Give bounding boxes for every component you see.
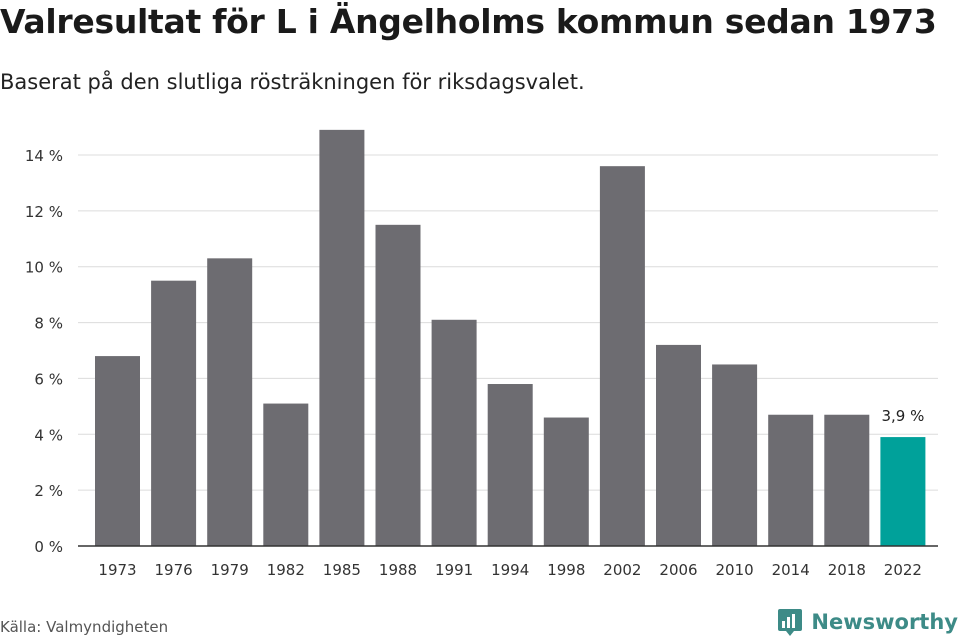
brand-name: Newsworthy — [811, 610, 958, 634]
x-tick-label: 1976 — [155, 561, 193, 579]
bar — [599, 166, 645, 546]
bar — [263, 403, 309, 546]
data-label: 3,9 % — [881, 407, 924, 425]
chart-subtitle: Baserat på den slutliga rösträkningen fö… — [0, 70, 585, 94]
bar — [712, 364, 758, 546]
bar — [656, 344, 701, 546]
y-tick-label: 0 % — [34, 538, 63, 556]
x-tick-label: 2006 — [659, 561, 697, 579]
x-tick-label: 2018 — [828, 561, 866, 579]
x-tick-label: 1982 — [267, 561, 305, 579]
y-tick-label: 4 % — [34, 426, 63, 444]
newsworthy-logo-icon — [778, 609, 803, 636]
x-tick-label: 1988 — [379, 561, 417, 579]
x-tick-label: 2014 — [772, 561, 810, 579]
y-tick-label: 14 % — [25, 147, 63, 165]
y-tick-label: 2 % — [34, 482, 63, 500]
x-tick-label: 2010 — [716, 561, 754, 579]
x-tick-label: 1979 — [211, 561, 249, 579]
x-tick-label: 1991 — [435, 561, 473, 579]
brand-logo: Newsworthy — [777, 608, 958, 636]
chart-title: Valresultat för L i Ängelholms kommun se… — [0, 2, 937, 41]
x-tick-label: 1973 — [98, 561, 136, 579]
bar-chart: 0 % 2 % 4 % 6 % 8 % 10 % 12 % 14 % 1973 1976 1979 1… — [25, 129, 938, 579]
y-tick-label: 10 % — [25, 259, 63, 277]
bar — [319, 129, 365, 546]
x-tick-label: 1985 — [323, 561, 361, 579]
x-tick-label: 2002 — [603, 561, 641, 579]
x-tick-label: 1998 — [547, 561, 585, 579]
bar — [487, 384, 533, 546]
bar — [151, 280, 197, 546]
bar — [768, 414, 814, 546]
bar — [543, 417, 589, 546]
bar — [880, 437, 926, 546]
source-note: Källa: Valmyndigheten — [0, 618, 169, 636]
y-tick-label: 12 % — [25, 203, 63, 221]
y-tick-label: 6 % — [34, 370, 63, 388]
bar — [207, 258, 253, 546]
bar — [95, 356, 140, 546]
x-tick-label: 2022 — [884, 561, 922, 579]
y-tick-label: 8 % — [34, 315, 63, 333]
bar — [824, 414, 870, 546]
bar — [431, 319, 477, 546]
bar — [375, 224, 421, 547]
x-tick-label: 1994 — [491, 561, 529, 579]
